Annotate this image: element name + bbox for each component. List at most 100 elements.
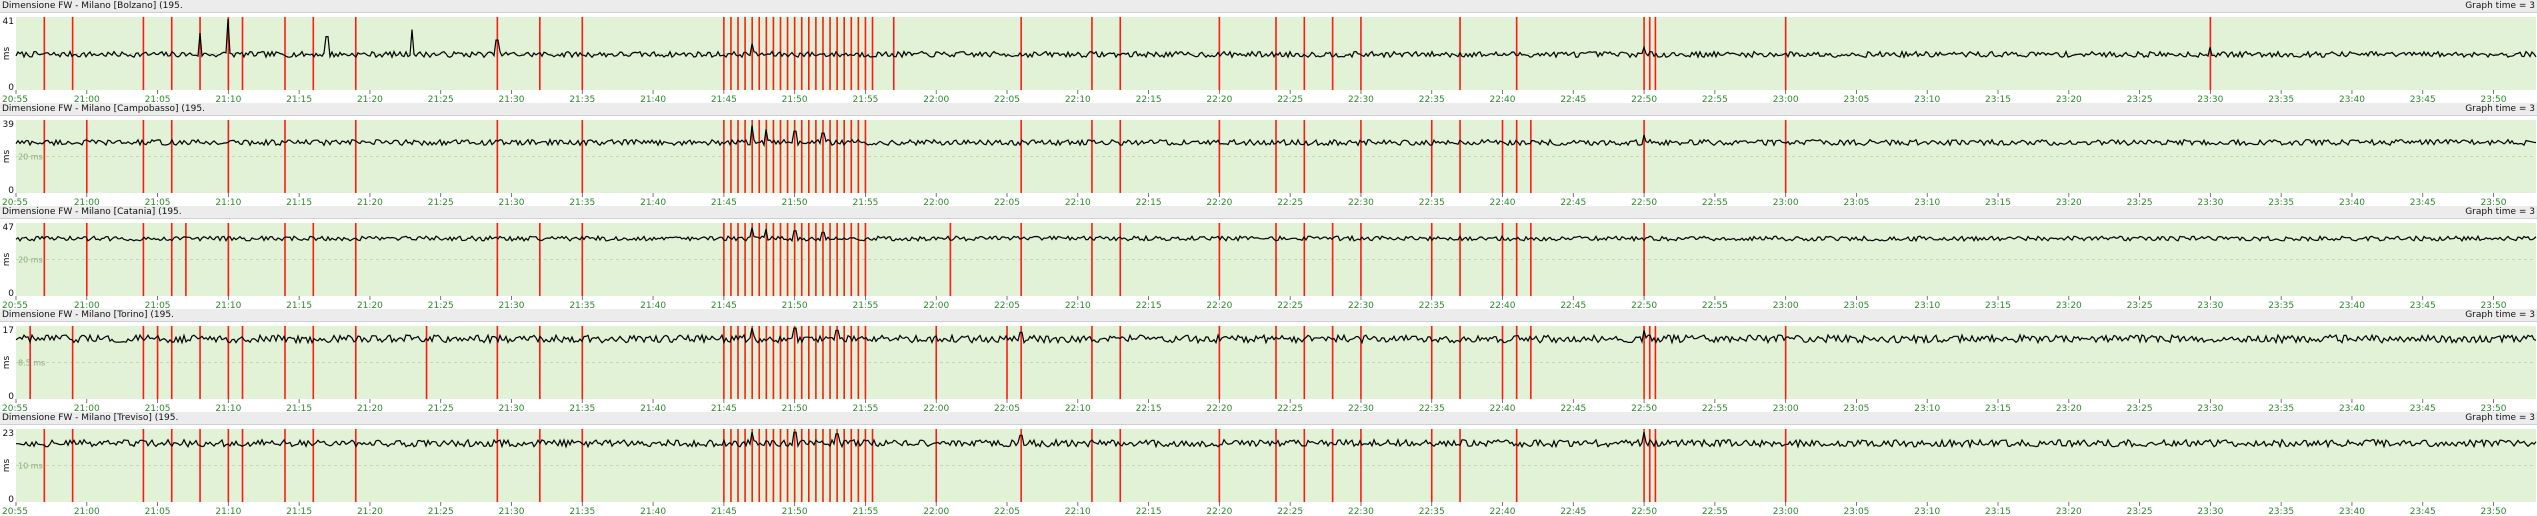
x-tick-label: 23:35 (2268, 95, 2294, 103)
x-tick-label: 23:10 (1914, 198, 1940, 206)
x-tick-label: 22:30 (1348, 404, 1374, 412)
x-tick-label: 22:35 (1419, 301, 1445, 309)
x-tick-label: 21:35 (569, 95, 595, 103)
chart-panel: Dimensione FW - Milano [Torino] (195. Gra… (0, 309, 2537, 412)
x-tick-label: 22:55 (1702, 301, 1728, 309)
x-tick-label: 23:30 (2197, 301, 2223, 309)
x-tick-label: 21:45 (711, 198, 737, 206)
x-tick-label: 21:00 (74, 404, 100, 412)
x-tick-label: 22:20 (1206, 198, 1232, 206)
x-tick-label: 23:10 (1914, 95, 1940, 103)
y-min-label: 0 (8, 186, 14, 196)
x-tick-label: 22:15 (1136, 404, 1162, 412)
y-min-label: 0 (8, 83, 14, 93)
x-tick-label: 23:05 (1843, 198, 1869, 206)
x-tick-label: 22:00 (923, 404, 949, 412)
x-tick-label: 21:30 (499, 404, 525, 412)
chart-panel: Dimensione FW - Milano [Campobasso] (195… (0, 103, 2537, 206)
y-max-label: 47 (3, 223, 14, 233)
y-max-label: 39 (3, 120, 15, 130)
x-tick-label: 21:00 (74, 301, 100, 309)
mid-reference-label: 8.5 ms (18, 359, 45, 368)
x-tick-label: 20:55 (2, 95, 28, 103)
mid-reference-label: 20 ms (18, 256, 43, 265)
x-tick-label: 21:50 (782, 404, 808, 412)
y-axis-label: ms (2, 252, 12, 266)
x-tick-label: 21:25 (428, 95, 454, 103)
x-tick-label: 22:15 (1136, 301, 1162, 309)
x-tick-label: 21:45 (711, 95, 737, 103)
panel-header: Dimensione FW - Milano [Campobasso] (195… (0, 103, 2537, 116)
x-tick-label: 20:55 (2, 198, 28, 206)
x-tick-label: 23:35 (2268, 507, 2294, 515)
chart-plot: 17 0 ms 8.5 ms 20:55 21:00 21:05 21:10 21:15 21:2… (2, 326, 2537, 412)
x-tick-label: 22:45 (1560, 95, 1586, 103)
mid-reference-label: 10 ms (18, 462, 43, 471)
x-tick-label: 21:05 (145, 507, 171, 515)
x-tick-label: 22:35 (1419, 198, 1445, 206)
x-tick-label: 21:50 (782, 301, 808, 309)
x-tick-label: 23:20 (2056, 507, 2082, 515)
x-tick-label: 21:30 (499, 95, 525, 103)
x-tick-label: 22:00 (923, 507, 949, 515)
x-tick-label: 23:40 (2339, 198, 2365, 206)
x-tick-label: 21:05 (145, 95, 171, 103)
x-tick-label: 23:45 (2410, 507, 2436, 515)
x-tick-label: 22:05 (994, 404, 1020, 412)
y-max-label: 41 (3, 17, 14, 27)
graph-time-label: Graph time = 3 (2465, 1, 2535, 11)
x-tick-label: 22:30 (1348, 95, 1374, 103)
x-tick-label: 21:35 (569, 198, 595, 206)
graph-time-label: Graph time = 3 (2465, 310, 2535, 320)
series-line (15, 125, 2537, 148)
y-max-label: 17 (3, 326, 14, 336)
chart-plot: 47 0 ms 20 ms 20:55 21:00 21:05 21:10 21:15 21:20… (2, 223, 2537, 309)
x-tick-label: 21:05 (145, 198, 171, 206)
x-tick-label: 23:10 (1914, 301, 1940, 309)
x-tick-label: 22:15 (1136, 507, 1162, 515)
x-tick-label: 23:30 (2197, 95, 2223, 103)
x-tick-label: 22:05 (994, 198, 1020, 206)
mid-reference-label: 20 ms (18, 153, 43, 162)
x-tick-label: 22:35 (1419, 95, 1445, 103)
x-tick-label: 22:40 (1490, 198, 1516, 206)
x-tick-label: 21:40 (640, 198, 666, 206)
x-tick-label: 23:45 (2410, 301, 2436, 309)
x-tick-label: 23:25 (2127, 198, 2153, 206)
y-max-label: 23 (3, 429, 14, 439)
x-tick-label: 21:00 (74, 507, 100, 515)
x-tick-label: 22:20 (1206, 507, 1232, 515)
x-tick-label: 23:00 (1773, 301, 1799, 309)
x-tick-label: 21:15 (286, 95, 312, 103)
x-tick-label: 22:45 (1560, 507, 1586, 515)
x-tick-label: 23:15 (1985, 95, 2011, 103)
x-tick-label: 21:35 (569, 507, 595, 515)
x-tick-label: 23:45 (2410, 95, 2436, 103)
x-tick-label: 22:10 (1065, 301, 1091, 309)
x-tick-label: 23:50 (2481, 198, 2507, 206)
x-tick-label: 20:55 (2, 507, 28, 515)
x-tick-label: 22:55 (1702, 198, 1728, 206)
x-tick-label: 23:00 (1773, 404, 1799, 412)
x-tick-label: 21:45 (711, 404, 737, 412)
chart-panel: Dimensione FW - Milano [Treviso] (195. Gr… (0, 412, 2537, 515)
x-tick-label: 21:15 (286, 301, 312, 309)
x-tick-label: 23:15 (1985, 198, 2011, 206)
x-tick-label: 21:55 (852, 507, 878, 515)
x-tick-label: 23:05 (1843, 95, 1869, 103)
chart-plot: 23 0 ms 10 ms 20:55 21:00 21:05 21:10 21:15 21:20… (2, 429, 2537, 515)
x-tick-label: 22:10 (1065, 95, 1091, 103)
x-tick-label: 21:40 (640, 95, 666, 103)
x-tick-label: 21:40 (640, 507, 666, 515)
x-tick-label: 21:55 (852, 198, 878, 206)
graph-time-label: Graph time = 3 (2465, 207, 2535, 217)
x-tick-label: 23:50 (2481, 301, 2507, 309)
x-tick-label: 21:30 (499, 198, 525, 206)
x-tick-label: 21:15 (286, 507, 312, 515)
y-axis-label: ms (2, 149, 12, 163)
x-tick-label: 22:10 (1065, 198, 1091, 206)
x-tick-label: 21:25 (428, 404, 454, 412)
panel-title: Dimensione FW - Milano [Catania] (195. (2, 207, 182, 217)
panel-header: Dimensione FW - Milano [Bolzano] (195. Gr… (0, 0, 2537, 13)
x-tick-label: 22:30 (1348, 507, 1374, 515)
